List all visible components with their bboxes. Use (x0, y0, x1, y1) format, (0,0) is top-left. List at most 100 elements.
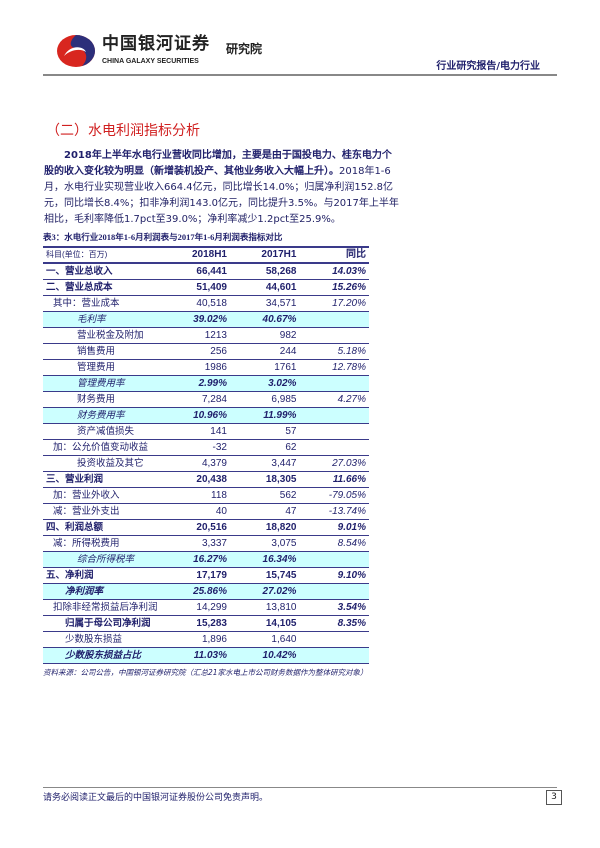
value-yoy (299, 423, 369, 440)
header-item: 科目(单位：百万) (43, 246, 161, 264)
value-2017h1: 14,105 (229, 615, 300, 632)
value-2018h1: 25.86% (160, 583, 230, 600)
value-yoy: 9.10% (299, 567, 369, 584)
row-label: 二、营业总成本 (43, 279, 161, 296)
table-row: 三、营业利润 20,438 18,305 11.66% (43, 471, 369, 488)
table-source: 资料来源：公司公告，中国银河证券研究院（汇总21家水电上市公司财务数据作为整体研… (43, 668, 368, 677)
value-2017h1: 3,447 (229, 455, 300, 472)
row-label: 管理费用率 (43, 375, 161, 392)
value-2018h1: 51,409 (160, 279, 230, 296)
value-yoy (299, 407, 369, 424)
value-2018h1: 7,284 (160, 391, 230, 408)
table-row: 少数股东损益 1,896 1,640 (43, 631, 369, 648)
value-2018h1: 118 (160, 487, 230, 504)
value-2017h1: 15,745 (229, 567, 300, 584)
row-label: 营业税金及附加 (43, 327, 161, 344)
table-row: 毛利率 39.02% 40.67% (43, 311, 369, 328)
value-yoy (299, 327, 369, 344)
table-caption: 表3：水电行业2018年1-6月利润表与2017年1-6月利润表指标对比 (43, 232, 283, 242)
paragraph-bold: 2018年上半年水电行业营收同比增加，主要是由于国投电力、桂东电力个股的收入变化… (44, 150, 392, 177)
table-row: 归属于母公司净利润 15,283 14,105 8.35% (43, 615, 369, 632)
table-row: 加：公允价值变动收益 -32 62 (43, 439, 369, 456)
row-label: 减：所得税费用 (43, 535, 161, 552)
row-label: 资产减值损失 (43, 423, 161, 440)
table-row: 投资收益及其它 4,379 3,447 27.03% (43, 455, 369, 472)
value-2018h1: -32 (160, 439, 230, 456)
table-row: 其中：营业成本 40,518 34,571 17.20% (43, 295, 369, 312)
row-label: 加：营业外收入 (43, 487, 161, 504)
value-2017h1: 34,571 (229, 295, 300, 312)
value-2017h1: 1,640 (229, 631, 300, 648)
brand-name-en: CHINA GALAXY SECURITIES (102, 58, 199, 65)
value-2018h1: 256 (160, 343, 230, 360)
row-label: 管理费用 (43, 359, 161, 376)
row-label: 扣除非经常损益后净利润 (43, 599, 161, 616)
value-2018h1: 66,441 (160, 263, 230, 280)
value-yoy: -79.05% (299, 487, 369, 504)
value-2017h1: 244 (229, 343, 300, 360)
table-row: 加：营业外收入 118 562 -79.05% (43, 487, 369, 504)
table-row: 综合所得税率 16.27% 16.34% (43, 551, 369, 568)
body-paragraph: 2018年上半年水电行业营收同比增加，主要是由于国投电力、桂东电力个股的收入变化… (44, 148, 400, 228)
value-2017h1: 57 (229, 423, 300, 440)
value-2017h1: 16.34% (229, 551, 300, 568)
value-yoy (299, 583, 369, 600)
table-row: 销售费用 256 244 5.18% (43, 343, 369, 360)
value-2017h1: 27.02% (229, 583, 300, 600)
value-yoy: 8.35% (299, 615, 369, 632)
value-yoy: -13.74% (299, 503, 369, 520)
row-label: 销售费用 (43, 343, 161, 360)
value-2017h1: 18,305 (229, 471, 300, 488)
value-2018h1: 15,283 (160, 615, 230, 632)
table-row: 财务费用率 10.96% 11.99% (43, 407, 369, 424)
value-2018h1: 11.03% (160, 647, 230, 664)
value-2018h1: 3,337 (160, 535, 230, 552)
header-2017h1: 2017H1 (229, 246, 300, 264)
content-body: （二）水电利润指标分析 2018年上半年水电行业营收同比增加，主要是由于国投电力… (43, 122, 557, 678)
value-2017h1: 3.02% (229, 375, 300, 392)
value-yoy: 4.27% (299, 391, 369, 408)
row-label: 加：公允价值变动收益 (43, 439, 161, 456)
value-2017h1: 13,810 (229, 599, 300, 616)
value-yoy: 14.03% (299, 263, 369, 280)
value-2017h1: 3,075 (229, 535, 300, 552)
row-label: 毛利率 (43, 311, 161, 328)
profit-table: 科目(单位：百万) 2018H1 2017H1 同比 一、营业总收入 66,441… (43, 246, 369, 664)
table-row: 营业税金及附加 1213 982 (43, 327, 369, 344)
value-yoy: 5.18% (299, 343, 369, 360)
table-row: 四、利润总额 20,516 18,820 9.01% (43, 519, 369, 536)
value-2017h1: 11.99% (229, 407, 300, 424)
value-2017h1: 47 (229, 503, 300, 520)
row-label: 归属于母公司净利润 (43, 615, 161, 632)
value-2017h1: 58,268 (229, 263, 300, 280)
row-label: 综合所得税率 (43, 551, 161, 568)
value-2018h1: 39.02% (160, 311, 230, 328)
value-yoy (299, 551, 369, 568)
row-label: 少数股东损益占比 (43, 647, 161, 664)
value-yoy: 9.01% (299, 519, 369, 536)
value-2017h1: 62 (229, 439, 300, 456)
table-row: 资产减值损失 141 57 (43, 423, 369, 440)
value-2018h1: 141 (160, 423, 230, 440)
table-row: 少数股东损益占比 11.03% 10.42% (43, 647, 369, 664)
row-label: 五、净利润 (43, 567, 161, 584)
value-2018h1: 40 (160, 503, 230, 520)
value-yoy: 11.66% (299, 471, 369, 488)
header-2018h1: 2018H1 (160, 246, 230, 264)
value-2018h1: 1,896 (160, 631, 230, 648)
row-label: 其中：营业成本 (43, 295, 161, 312)
row-label: 投资收益及其它 (43, 455, 161, 472)
table-row: 五、净利润 17,179 15,745 9.10% (43, 567, 369, 584)
row-label: 四、利润总额 (43, 519, 161, 536)
row-label: 三、营业利润 (43, 471, 161, 488)
table-row: 二、营业总成本 51,409 44,601 15.26% (43, 279, 369, 296)
value-yoy: 8.54% (299, 535, 369, 552)
value-2017h1: 10.42% (229, 647, 300, 664)
value-yoy: 12.78% (299, 359, 369, 376)
table-row: 扣除非经常损益后净利润 14,299 13,810 3.54% (43, 599, 369, 616)
value-2018h1: 4,379 (160, 455, 230, 472)
value-yoy (299, 631, 369, 648)
page-number: 3 (546, 790, 562, 805)
report-type: 行业研究报告/电力行业 (436, 61, 540, 72)
